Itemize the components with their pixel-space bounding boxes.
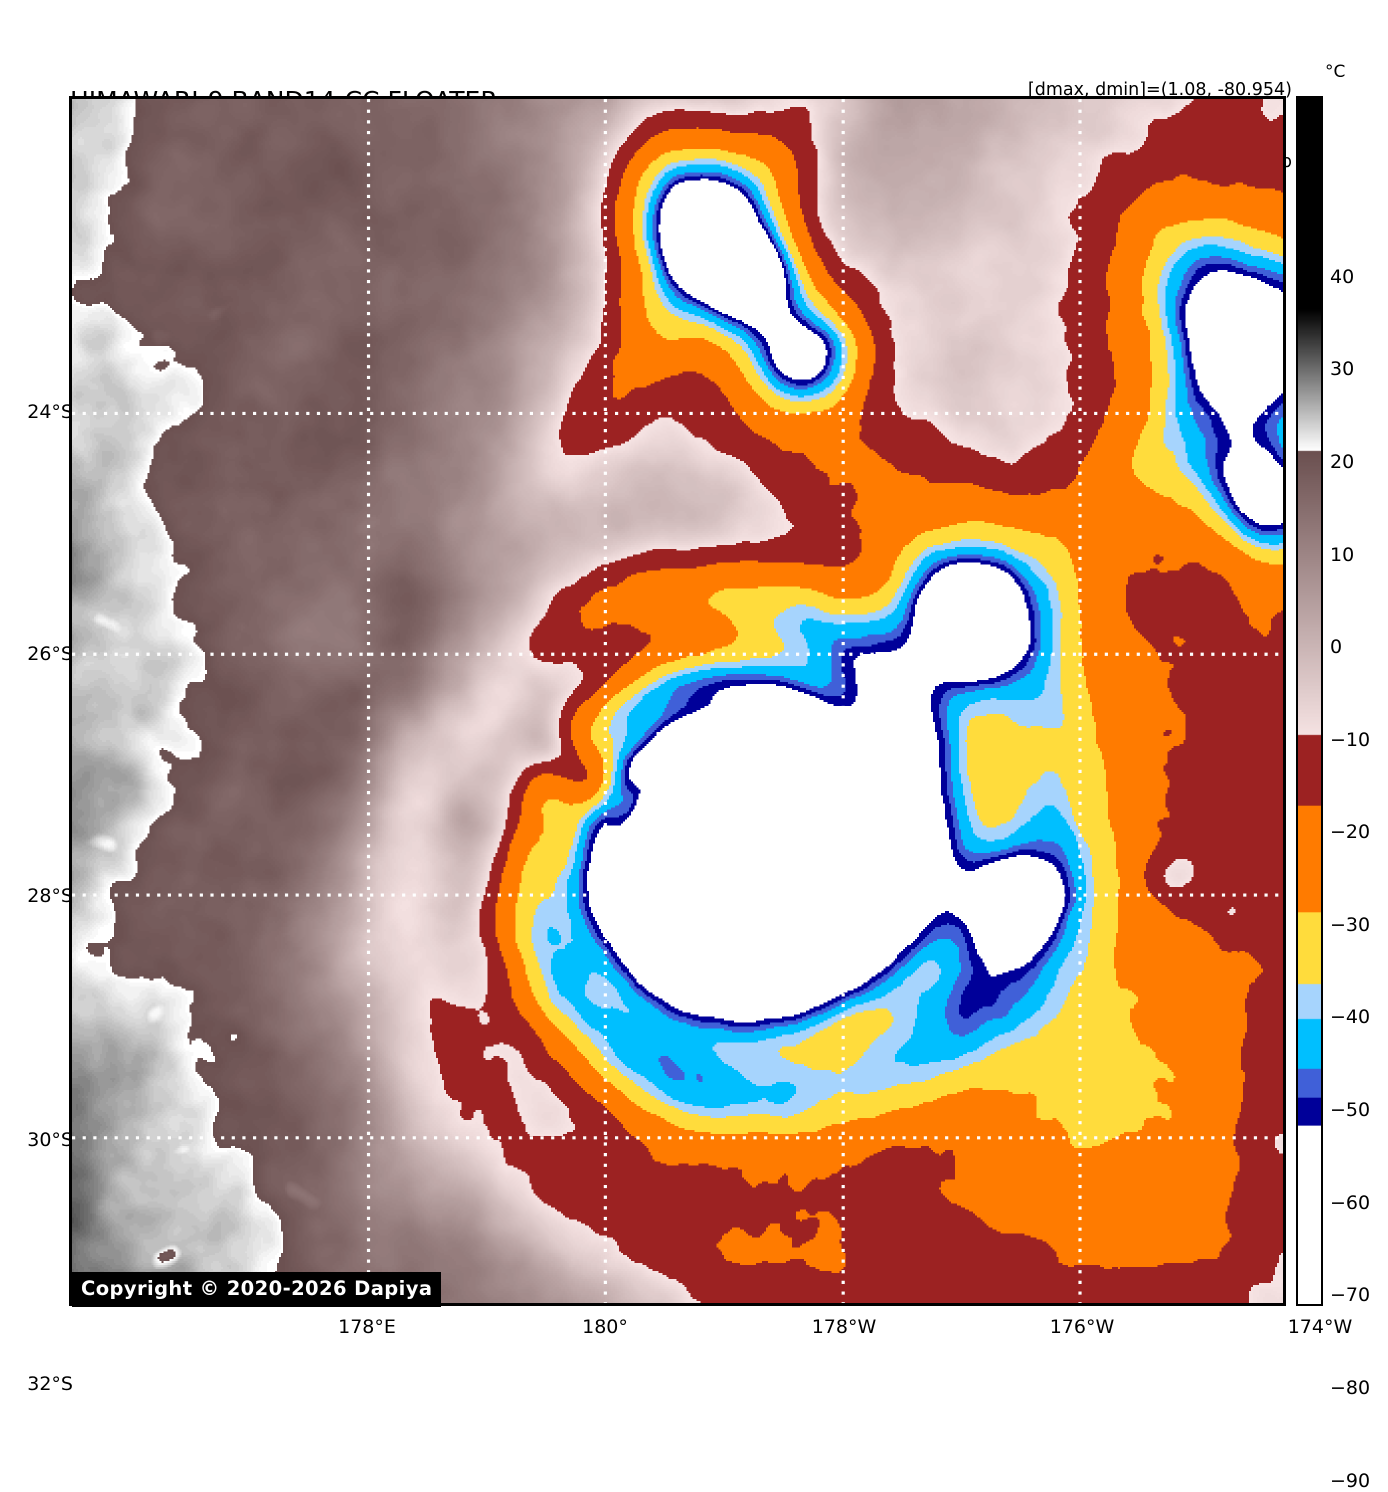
colorbar-tick-1: 30 xyxy=(1330,358,1355,380)
colorbar-tick-5: −10 xyxy=(1330,729,1371,751)
satellite-image-plot xyxy=(69,96,1286,1306)
temperature-colorbar xyxy=(1296,96,1323,1306)
colorbar-tick-3: 10 xyxy=(1330,544,1355,566)
copyright-notice: Copyright © 2020-2026 Dapiya xyxy=(72,1272,442,1307)
colorbar-unit-label: °C xyxy=(1325,62,1346,82)
colorbar-tick-8: −40 xyxy=(1330,1006,1371,1028)
x-axis-tick-3: 176°W xyxy=(1049,1316,1115,1338)
colorbar-tick-0: 40 xyxy=(1330,266,1355,288)
x-axis-tick-2: 178°W xyxy=(811,1316,877,1338)
colorbar-tick-12: −80 xyxy=(1330,1377,1371,1399)
x-axis-tick-4: 174°W xyxy=(1287,1316,1353,1338)
colorbar-tick-10: −60 xyxy=(1330,1192,1371,1214)
colorbar-tick-4: 0 xyxy=(1330,636,1343,658)
colorbar-tick-13: −90 xyxy=(1330,1470,1371,1492)
y-axis-tick-3: 30°S xyxy=(27,1129,73,1151)
data-range-label: [dmax, dmin]=(1.08, -80.954) xyxy=(1027,80,1292,100)
colorbar-tick-2: 20 xyxy=(1330,451,1355,473)
x-axis-tick-0: 178°E xyxy=(338,1316,396,1338)
colorbar-tick-7: −30 xyxy=(1330,914,1371,936)
colorbar-gradient xyxy=(1298,98,1321,1304)
satellite-floater-image: HIMAWARI-9 BAND14-CC FLOATER Time: 2026/… xyxy=(27,62,1371,1492)
y-axis-tick-2: 28°S xyxy=(27,885,73,907)
colorbar-tick-9: −50 xyxy=(1330,1099,1371,1121)
infrared-satellite-raster xyxy=(72,99,1283,1303)
colorbar-tick-6: −20 xyxy=(1330,821,1371,843)
y-axis-tick-4: 32°S xyxy=(27,1373,73,1395)
y-axis-tick-1: 26°S xyxy=(27,643,73,665)
colorbar-tick-11: −70 xyxy=(1330,1284,1371,1306)
y-axis-tick-0: 24°S xyxy=(27,401,73,423)
x-axis-tick-1: 180° xyxy=(582,1316,628,1338)
